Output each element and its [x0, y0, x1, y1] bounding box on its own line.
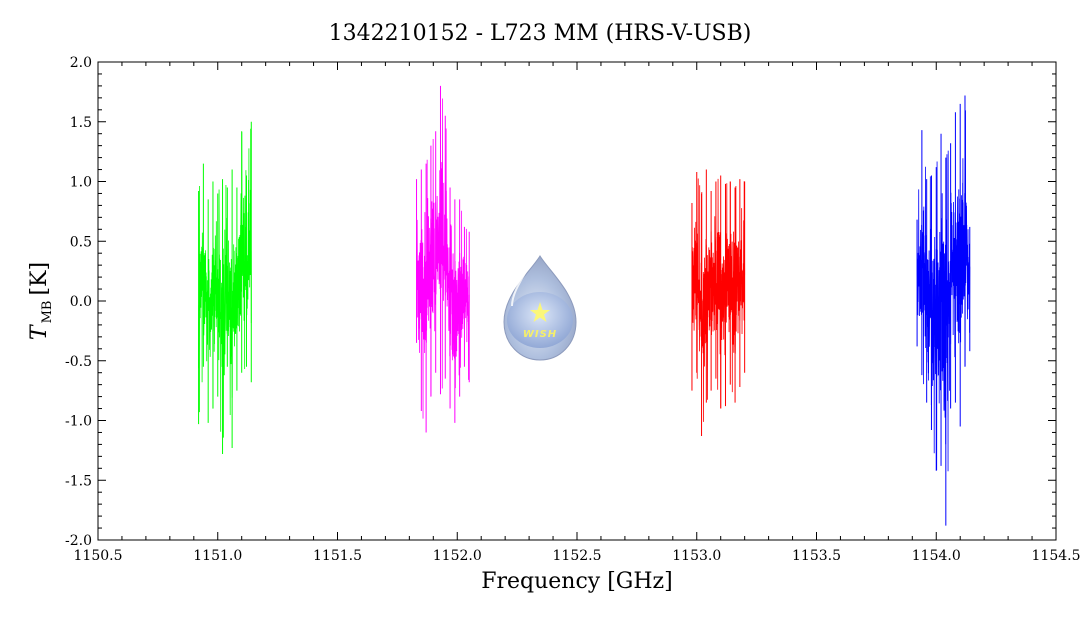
- x-axis-title: Frequency [GHz]: [481, 569, 673, 594]
- y-axis-title-subscript: MB: [40, 301, 55, 324]
- spectrum-series-1: [198, 121, 252, 454]
- x-tick-label: 1151.5: [313, 548, 362, 564]
- y-tick-label: -1.0: [65, 414, 92, 430]
- wish-star-icon: [530, 302, 550, 322]
- wish-logo-text: WISH: [523, 329, 557, 340]
- x-axis-ticks: 1150.5 1151.0 1151.5 1152.0 1152.5 1153.0 1153…: [74, 62, 1080, 564]
- spectrum-line: [691, 178, 746, 422]
- y-tick-label: 0.5: [70, 234, 92, 250]
- x-tick-label: 1154.5: [1032, 548, 1080, 564]
- x-tick-label: 1153.0: [672, 548, 721, 564]
- x-tick-label: 1150.5: [74, 548, 123, 564]
- y-tick-label: 1.0: [70, 175, 92, 191]
- y-axis-title-symbol: T: [27, 323, 52, 340]
- x-tick-label: 1153.5: [792, 548, 841, 564]
- y-axis-title-unit: [K]: [27, 262, 52, 296]
- y-tick-label: -1.5: [65, 473, 92, 489]
- wish-globe-icon: [507, 292, 573, 348]
- y-axis-title: TMB [K]: [27, 262, 55, 340]
- spectrum-series-3: [691, 169, 746, 437]
- y-axis-ticks: -2.0 -1.5 -1.0 -0.5 0.0 0.5 1.0 1.5 2.0: [65, 55, 1056, 549]
- wish-logo: WISH: [503, 255, 577, 361]
- spectrum-line: [198, 128, 252, 438]
- y-tick-label: -0.5: [65, 354, 92, 370]
- spectrum-line: [916, 110, 971, 472]
- x-tick-label: 1151.0: [193, 548, 242, 564]
- series-layer: [198, 85, 971, 526]
- spectrum-series-4: [916, 95, 971, 526]
- y-tick-label: -2.0: [65, 533, 92, 549]
- x-tick-label: 1152.0: [433, 548, 482, 564]
- plot-area: 1150.5 1151.0 1151.5 1152.0 1152.5 1153.0 1153…: [65, 55, 1080, 564]
- wish-highlight-icon: [511, 267, 529, 307]
- spectrum-line: [416, 98, 470, 419]
- chart-title: 1342210152 - L723 MM (HRS-V-USB): [329, 21, 752, 46]
- y-tick-label: 1.5: [70, 115, 92, 131]
- y-tick-label: 2.0: [70, 55, 92, 71]
- spectrum-series-2: [416, 85, 470, 433]
- x-tick-label: 1152.5: [553, 548, 602, 564]
- y-tick-label: 0.0: [70, 294, 92, 310]
- x-tick-label: 1154.0: [912, 548, 961, 564]
